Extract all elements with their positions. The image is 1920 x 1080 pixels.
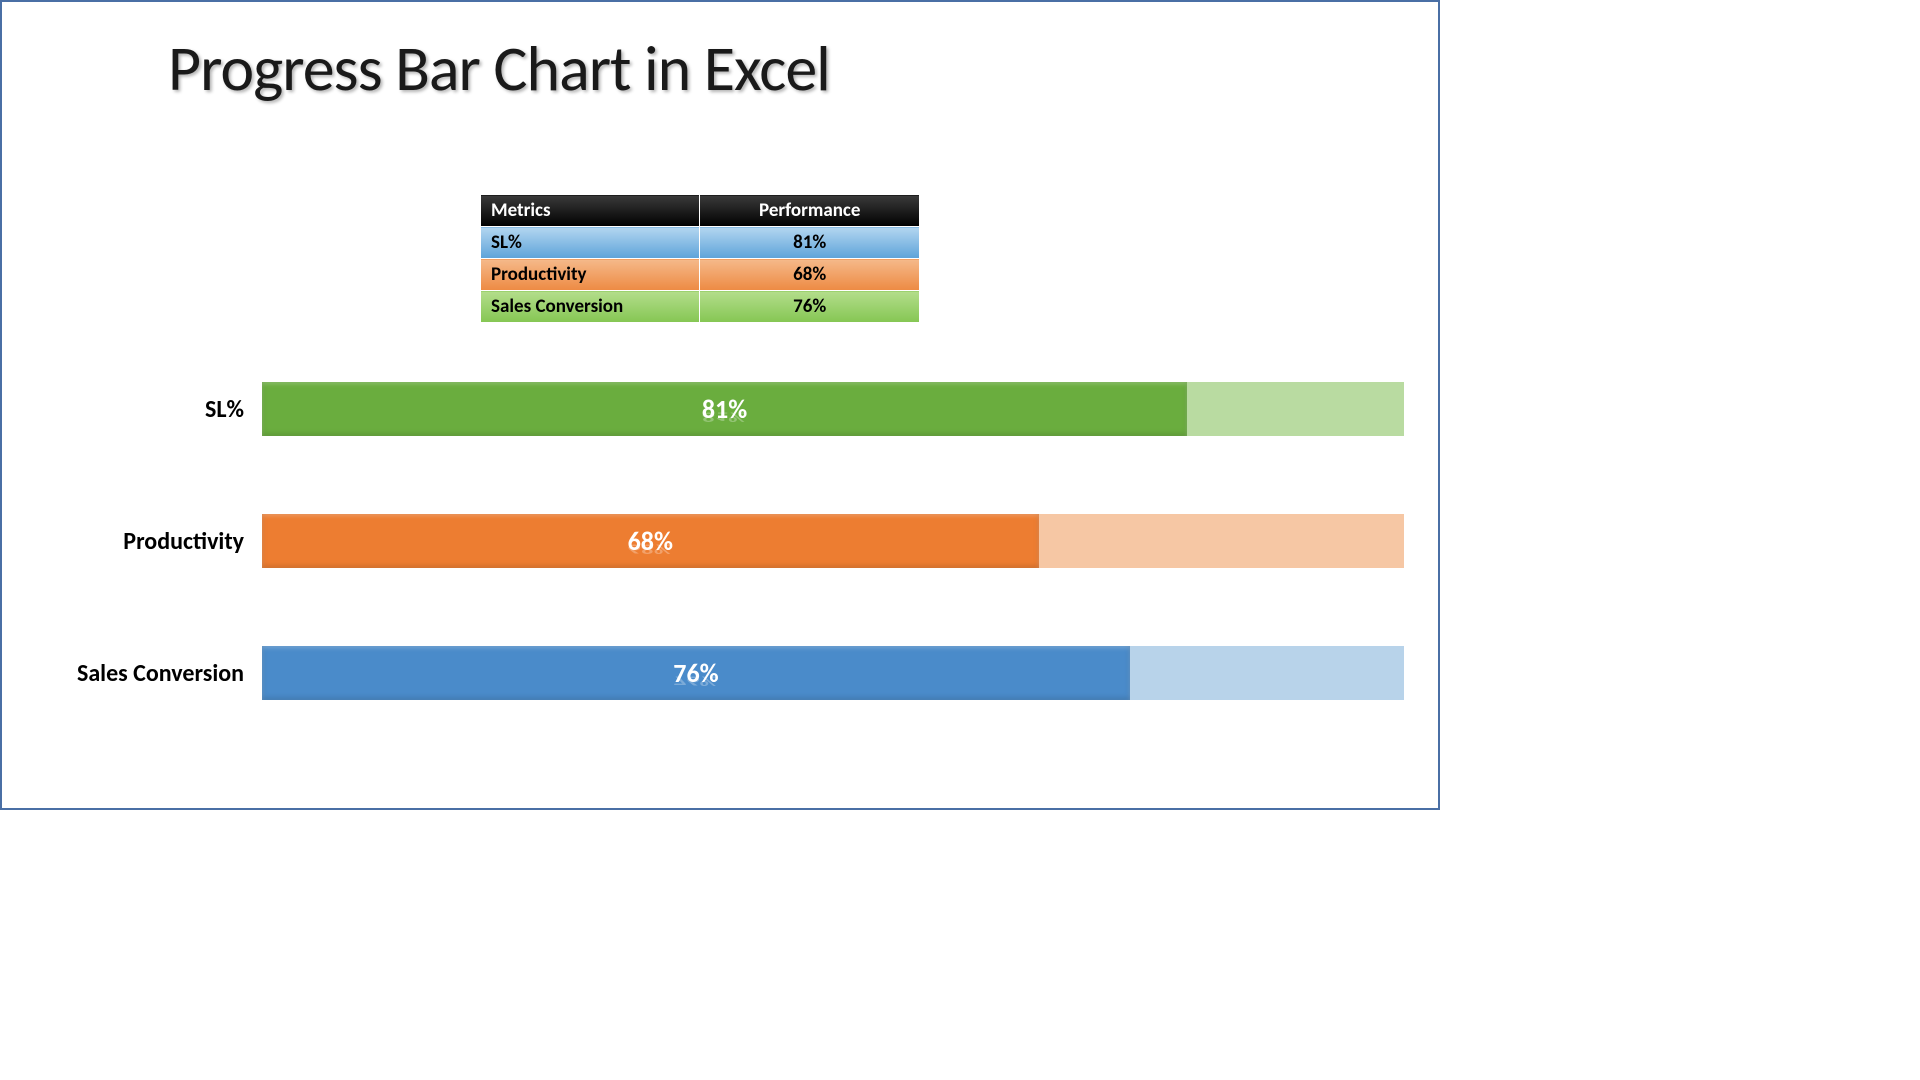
metric-value: 81% <box>700 227 920 259</box>
bar-track: 81% <box>262 382 1404 436</box>
bar-value-label: 68% <box>628 525 673 557</box>
bar-label-sales-conversion: Sales Conversion <box>18 659 262 688</box>
bar-label-productivity: Productivity <box>18 527 262 556</box>
bar-row: Productivity 68% <box>18 514 1404 568</box>
table-row: SL% 81% <box>481 227 920 259</box>
bar-fill: 76% <box>262 646 1130 700</box>
bar-row: SL% 81% <box>18 382 1404 436</box>
metrics-table: Metrics Performance SL% 81% Productivity… <box>480 194 920 323</box>
metric-value: 68% <box>700 259 920 291</box>
metric-label: Sales Conversion <box>481 291 700 323</box>
header-metrics: Metrics <box>481 195 700 227</box>
bar-fill: 81% <box>262 382 1187 436</box>
bar-fill: 68% <box>262 514 1039 568</box>
bar-value-label: 81% <box>702 393 747 425</box>
table-row: Sales Conversion 76% <box>481 291 920 323</box>
bar-track: 76% <box>262 646 1404 700</box>
metric-label: Productivity <box>481 259 700 291</box>
bar-value-label: 76% <box>673 657 718 689</box>
bar-label-sl: SL% <box>18 395 262 424</box>
header-performance: Performance <box>700 195 920 227</box>
progress-chart: SL% 81% Productivity 68% Sales Conversio… <box>18 382 1404 778</box>
page-title: Progress Bar Chart in Excel <box>168 30 1438 108</box>
table-row: Productivity 68% <box>481 259 920 291</box>
bar-track: 68% <box>262 514 1404 568</box>
metric-label: SL% <box>481 227 700 259</box>
bar-row: Sales Conversion 76% <box>18 646 1404 700</box>
table-header-row: Metrics Performance <box>481 195 920 227</box>
metric-value: 76% <box>700 291 920 323</box>
